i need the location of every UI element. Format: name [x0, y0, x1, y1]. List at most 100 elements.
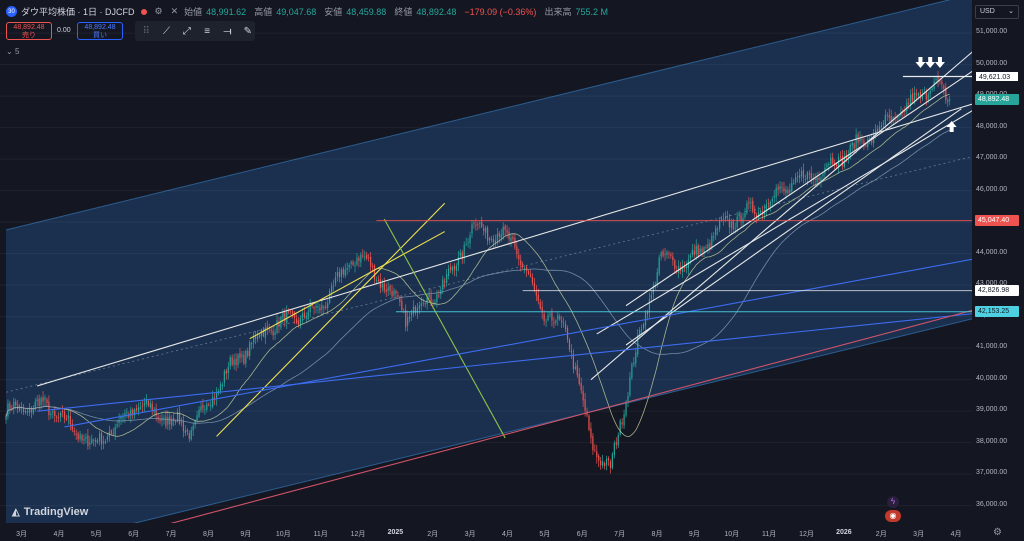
parallel-channel-icon[interactable]: ≡ — [204, 25, 211, 37]
candle-body — [730, 221, 732, 228]
candle-body — [77, 433, 79, 440]
candle-body — [256, 336, 259, 340]
open-label: 始値 — [184, 7, 203, 17]
candle-body — [85, 436, 87, 439]
candle-body — [522, 263, 524, 267]
candle-body — [732, 220, 734, 229]
price-tick-label: 44,000.00 — [976, 248, 1008, 256]
candle-body — [607, 457, 610, 461]
candle-body — [317, 306, 319, 308]
candle-body — [175, 420, 177, 423]
settings-icon[interactable]: ⚙ — [154, 6, 163, 16]
candle-body — [465, 244, 467, 246]
candle-body — [32, 408, 34, 414]
candle-body — [36, 399, 38, 402]
candle-body — [524, 268, 526, 270]
trend-line-icon[interactable]: ⟋ — [162, 25, 170, 37]
drag-handle-icon[interactable]: ⠿ — [142, 25, 150, 37]
candle-body — [605, 458, 608, 466]
candle-body — [746, 203, 748, 213]
candle-body — [639, 329, 641, 336]
candle-body — [383, 283, 385, 291]
price-tick-label: 39,000.00 — [976, 406, 1008, 414]
candle-body — [800, 171, 803, 177]
candle-body — [935, 78, 937, 81]
candle-body — [137, 407, 140, 412]
candle-body — [943, 85, 945, 89]
candle-body — [908, 102, 910, 104]
time-tick-label: 12月 — [799, 531, 814, 538]
symbol-header: 30 ダウ平均株価 · 1日 · DJCFD ⚙ ✕ 始値 48,991.62 高… — [6, 5, 612, 18]
lightning-icon[interactable]: ϟ — [887, 496, 899, 508]
candle-body — [917, 93, 920, 97]
candle-body — [769, 202, 771, 206]
time-tick-label: 5月 — [539, 531, 551, 538]
sell-button[interactable]: 48,892.48 売り — [6, 22, 52, 40]
candle-body — [104, 441, 107, 443]
indicators-toggle[interactable]: ⌄ 5 — [6, 47, 19, 56]
candle-body — [699, 248, 701, 255]
ray-icon[interactable]: ⤢ — [182, 25, 191, 37]
candle-body — [533, 282, 535, 290]
candle-body — [420, 303, 422, 306]
candle-body — [791, 183, 793, 192]
candle-body — [896, 117, 898, 118]
candle-body — [407, 317, 409, 326]
candle-body — [467, 242, 469, 244]
channel-center-line — [5, 156, 972, 393]
time-tick-label: 2月 — [875, 531, 887, 538]
candle-body — [925, 90, 927, 100]
candle-body — [804, 179, 807, 180]
candle-body — [71, 423, 73, 430]
candle-body — [44, 397, 46, 400]
regression-channel-fill — [6, 0, 972, 523]
candle-body — [888, 114, 890, 118]
candle-body — [61, 411, 64, 413]
candle-body — [276, 320, 278, 334]
event-icon[interactable]: ◉ — [885, 510, 901, 522]
candle-body — [876, 128, 879, 132]
candle-body — [143, 402, 146, 406]
currency-value: USD — [980, 8, 995, 15]
moving-average-line — [5, 129, 950, 424]
candle-body — [387, 287, 389, 291]
candle-body — [401, 301, 403, 310]
candle-body — [332, 284, 335, 286]
horizontal-ray-icon[interactable]: ⟞ — [223, 25, 232, 37]
candle-body — [344, 269, 346, 276]
chart-settings-icon[interactable]: ⚙ — [993, 527, 1002, 538]
candle-body — [615, 442, 617, 445]
candle-body — [839, 156, 842, 158]
candle-body — [508, 231, 510, 240]
candle-body — [941, 81, 943, 85]
buy-button[interactable]: 48,892.48 買い — [77, 22, 123, 40]
candle-body — [603, 463, 606, 467]
candle-body — [438, 295, 440, 297]
candle-body — [379, 279, 381, 288]
candle-body — [756, 214, 758, 218]
candle-body — [642, 324, 645, 329]
candle-body — [719, 220, 721, 229]
white-trend-line — [625, 108, 962, 346]
candle-body — [360, 254, 362, 263]
candle-body — [629, 376, 631, 396]
candle-body — [697, 245, 699, 256]
green-trend-line — [383, 218, 506, 439]
candle-body — [834, 162, 836, 165]
candle-body — [81, 435, 83, 441]
currency-select[interactable]: USD ⌄ — [975, 5, 1019, 19]
close-icon[interactable]: ✕ — [170, 6, 179, 16]
candle-body — [366, 254, 368, 259]
brush-icon[interactable]: ✎ — [243, 25, 252, 37]
candle-body — [652, 285, 654, 294]
candle-body — [563, 323, 565, 325]
time-tick-label: 2025 — [387, 529, 404, 536]
candle-body — [627, 396, 629, 401]
symbol-title[interactable]: ダウ平均株価 · 1日 · DJCFD — [21, 7, 135, 17]
candle-body — [681, 265, 684, 273]
candle-body — [884, 114, 886, 125]
candle-body — [849, 144, 851, 157]
sell-price: 48,892.48 — [13, 24, 45, 31]
